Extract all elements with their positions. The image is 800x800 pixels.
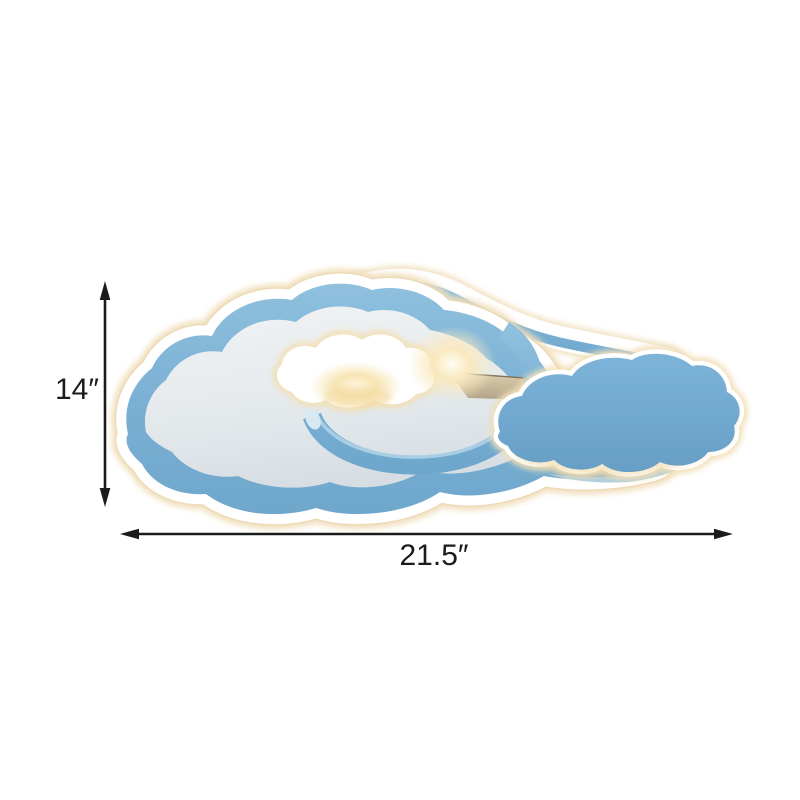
spiral-arc — [303, 322, 543, 475]
width-dimension — [120, 528, 733, 540]
spiral-tip-face — [305, 408, 321, 430]
inner-cloud-cutout — [273, 330, 439, 412]
width-arrowhead-left — [120, 528, 139, 540]
width-arrowhead-right — [714, 528, 733, 540]
height-arrowhead-bottom — [99, 488, 111, 507]
blue-cloud-body — [498, 353, 740, 473]
led-glow-spot — [408, 326, 496, 402]
cutout-warm-bottom — [324, 386, 392, 408]
under-band-light-blue — [548, 442, 702, 483]
height-dimension-label: 14″ — [55, 373, 99, 406]
height-dimension — [99, 281, 111, 507]
width-dimension-label: 21.5″ — [399, 539, 468, 572]
height-arrowhead-top — [99, 281, 111, 300]
solid-blue-cloud — [490, 345, 748, 481]
